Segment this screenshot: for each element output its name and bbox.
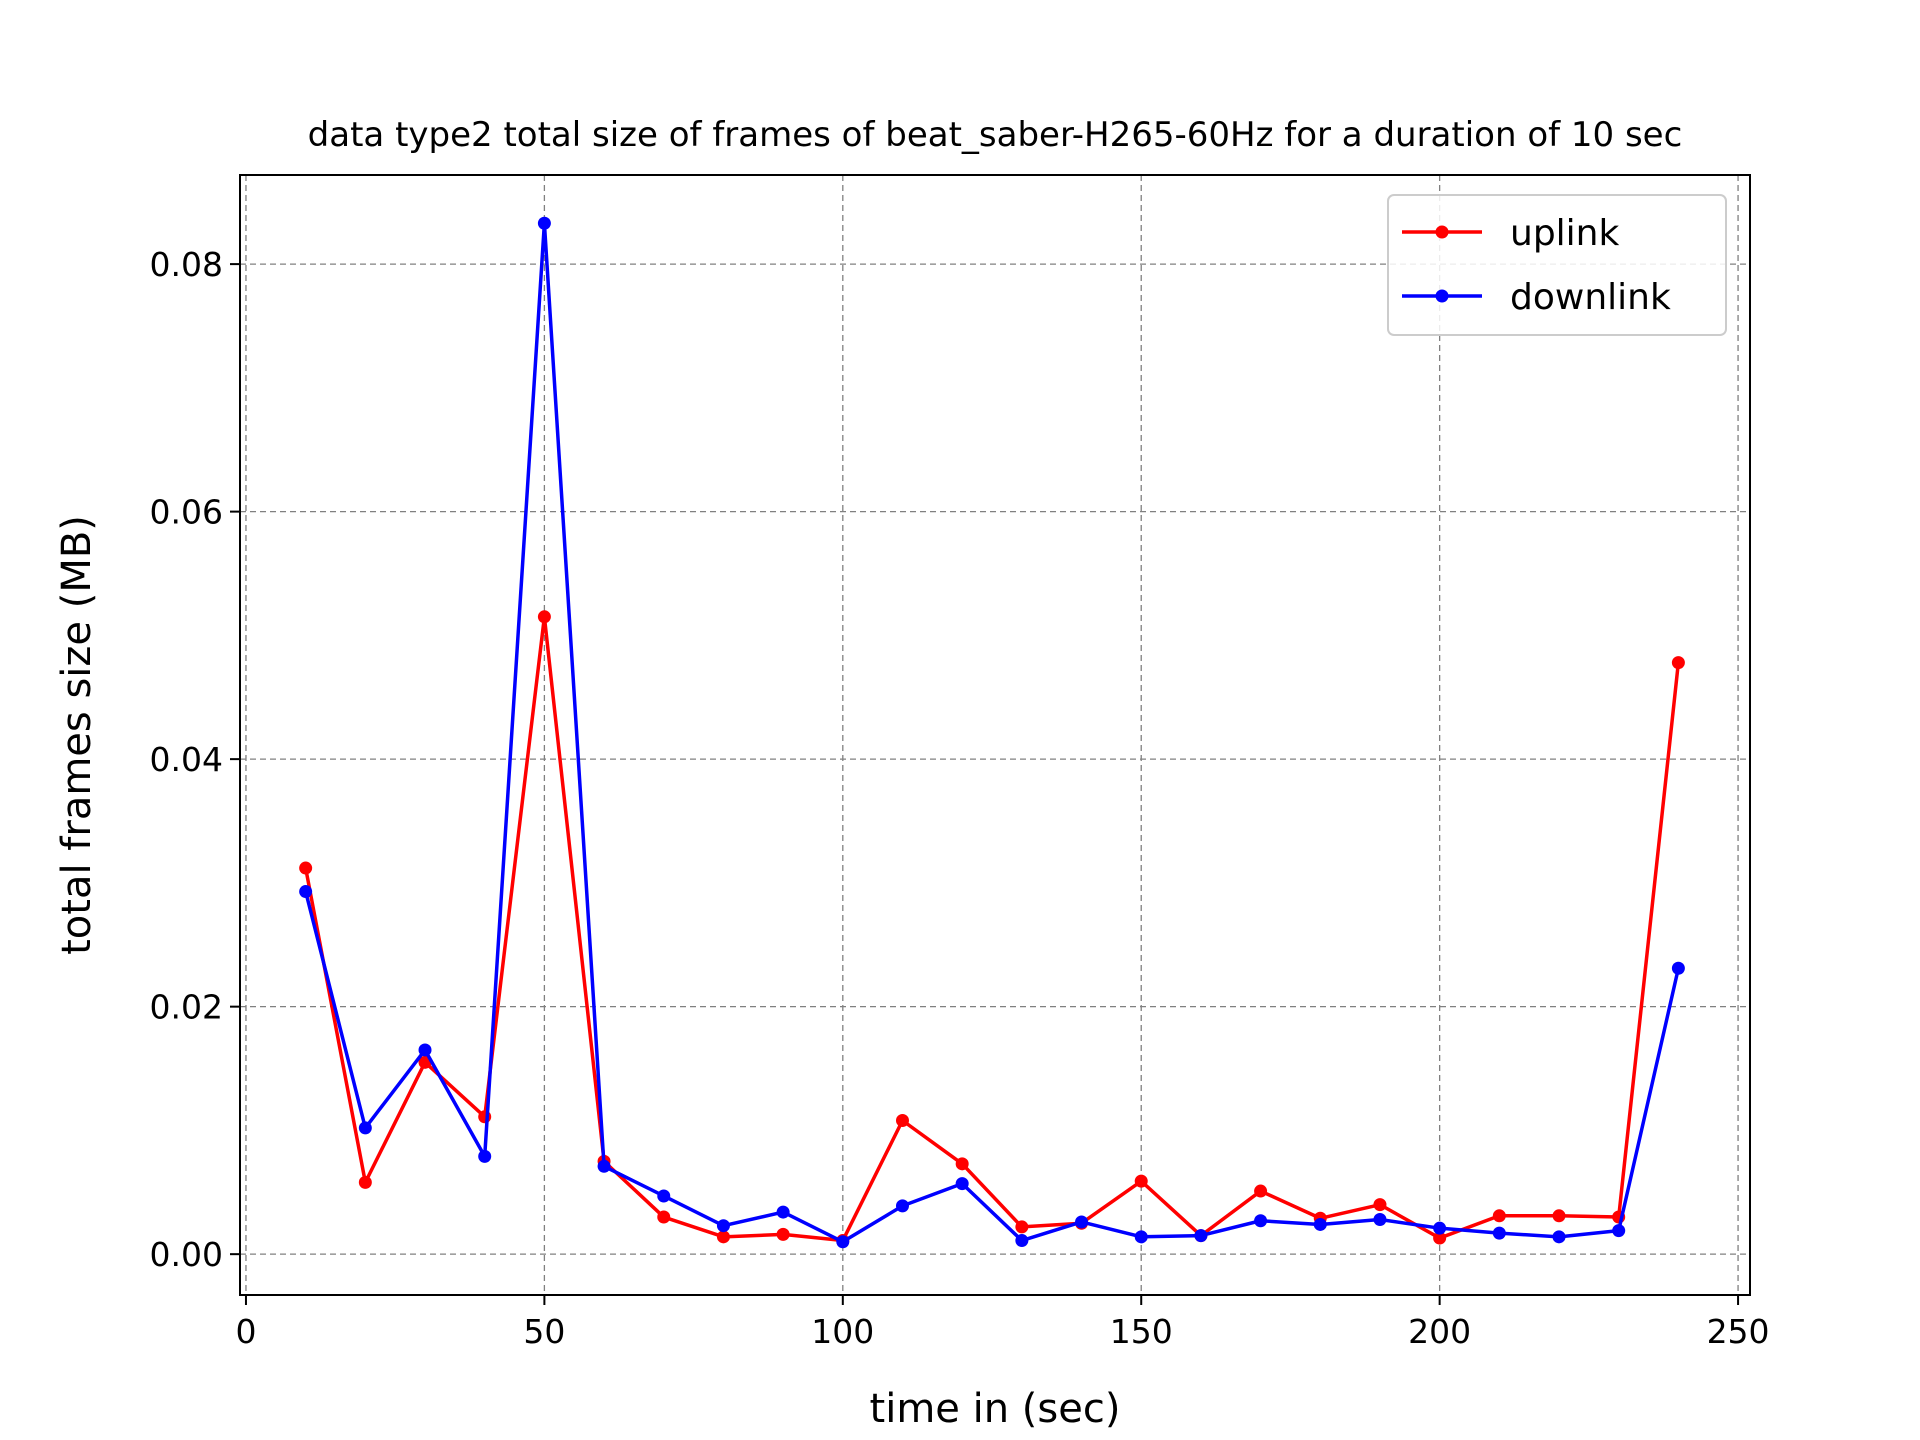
- data-point-downlink: [895, 1199, 909, 1213]
- grid: [240, 175, 1750, 1295]
- data-point-downlink: [1612, 1224, 1626, 1238]
- x-tick-label: 0: [235, 1312, 256, 1351]
- data-point-downlink: [537, 216, 551, 230]
- data-point-downlink: [1492, 1226, 1506, 1240]
- legend: uplink downlink: [1387, 194, 1727, 336]
- data-point-uplink: [657, 1210, 671, 1224]
- data-point-downlink: [1552, 1230, 1566, 1244]
- data-point-uplink: [1373, 1198, 1387, 1212]
- data-point-downlink: [955, 1177, 969, 1191]
- data-point-downlink: [1015, 1234, 1029, 1248]
- legend-swatch-marker: [1435, 225, 1449, 239]
- data-point-downlink: [478, 1149, 492, 1163]
- data-point-downlink: [1194, 1229, 1208, 1243]
- data-point-uplink: [776, 1227, 790, 1241]
- data-point-uplink: [299, 861, 313, 875]
- x-tick-label: 50: [523, 1312, 565, 1351]
- x-tick-label: 150: [1110, 1312, 1173, 1351]
- y-tick-label: 0.02: [150, 988, 223, 1027]
- data-point-uplink: [1552, 1209, 1566, 1223]
- x-axis-label: time in (sec): [870, 1386, 1121, 1432]
- data-point-downlink: [776, 1205, 790, 1219]
- y-axis-label: total frames size (MB): [54, 515, 100, 955]
- data-point-downlink: [1134, 1230, 1148, 1244]
- legend-label-uplink: uplink: [1510, 213, 1619, 254]
- x-tick-label: 100: [811, 1312, 874, 1351]
- y-tick-label: 0.08: [150, 245, 223, 284]
- data-point-uplink: [537, 610, 551, 624]
- plot-frame: [239, 174, 1751, 1296]
- series-line-uplink: [303, 615, 1681, 1243]
- x-tick-label: 250: [1707, 1312, 1770, 1351]
- data-point-uplink: [1134, 1174, 1148, 1188]
- data-point-uplink: [1671, 656, 1685, 670]
- data-point-downlink: [418, 1043, 432, 1057]
- y-tick-label: 0.04: [150, 740, 223, 779]
- legend-label-downlink: downlink: [1510, 277, 1671, 318]
- x-tick-label: 200: [1408, 1312, 1471, 1351]
- data-point-downlink: [716, 1219, 730, 1233]
- series-line-downlink: [303, 221, 1681, 1244]
- data-point-uplink: [895, 1114, 909, 1128]
- data-point-downlink: [1433, 1221, 1447, 1235]
- data-point-downlink: [1254, 1214, 1268, 1228]
- plot-area: [299, 216, 1685, 1249]
- data-point-downlink: [597, 1159, 611, 1173]
- axes: 0 50 100 150 200 250 0.00 0.02 0.04 0.06 0.08: [150, 245, 1770, 1351]
- data-point-uplink: [955, 1157, 969, 1171]
- data-point-uplink: [1492, 1209, 1506, 1223]
- chart-title: data type2 total size of frames of beat_…: [308, 115, 1683, 155]
- data-point-uplink: [1254, 1184, 1268, 1198]
- data-point-uplink: [1015, 1220, 1029, 1234]
- data-point-downlink: [1313, 1217, 1327, 1231]
- data-point-downlink: [836, 1235, 850, 1249]
- data-point-uplink: [716, 1230, 730, 1244]
- data-point-uplink: [358, 1175, 372, 1189]
- legend-box: [1387, 194, 1727, 336]
- data-point-uplink: [1433, 1231, 1447, 1245]
- legend-swatch-marker: [1435, 289, 1449, 303]
- y-tick-label: 0.00: [150, 1235, 223, 1274]
- data-point-downlink: [299, 885, 313, 899]
- y-tick-label: 0.06: [150, 493, 223, 532]
- data-point-downlink: [1671, 961, 1685, 975]
- data-point-downlink: [358, 1121, 372, 1135]
- data-point-downlink: [657, 1189, 671, 1203]
- data-point-downlink: [1075, 1215, 1089, 1229]
- data-point-downlink: [1373, 1213, 1387, 1227]
